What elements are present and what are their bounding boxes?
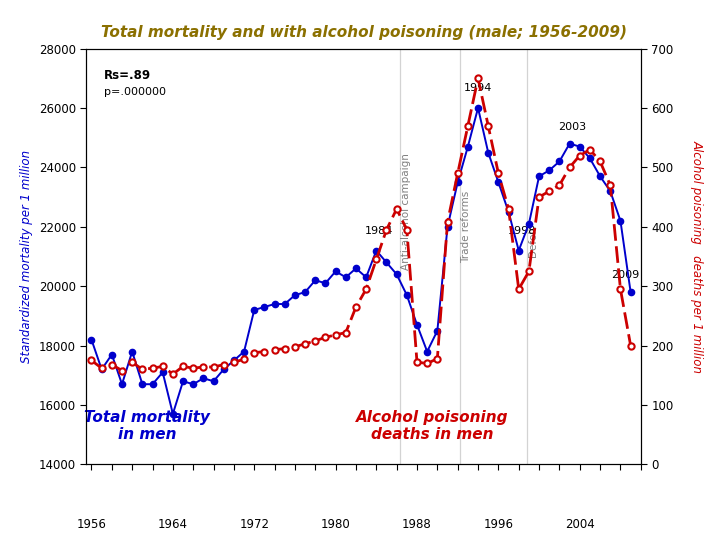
Text: 1964: 1964 xyxy=(158,518,188,531)
Text: Alcohol poisoning
deaths in men: Alcohol poisoning deaths in men xyxy=(356,409,508,442)
Text: 1996: 1996 xyxy=(483,518,513,531)
Text: 2003: 2003 xyxy=(559,122,587,132)
Text: 1998: 1998 xyxy=(508,226,536,235)
Text: Anti-alcohol campaign: Anti-alcohol campaign xyxy=(401,153,411,271)
Text: Total mortality
in men: Total mortality in men xyxy=(84,409,210,442)
Text: 1956: 1956 xyxy=(76,518,107,531)
Text: 1988: 1988 xyxy=(402,518,432,531)
Y-axis label: Standardized mortality per 1 million: Standardized mortality per 1 million xyxy=(20,150,33,363)
Text: 2009: 2009 xyxy=(611,270,639,280)
Y-axis label: Alcohol poisoning   deaths per 1 million: Alcohol poisoning deaths per 1 million xyxy=(690,140,703,373)
Text: 1994: 1994 xyxy=(464,83,492,93)
Text: Rs=.89: Rs=.89 xyxy=(104,69,150,83)
Text: 1972: 1972 xyxy=(239,518,269,531)
Title: Total mortality and with alcohol poisoning (male; 1956-2009): Total mortality and with alcohol poisoni… xyxy=(101,25,626,40)
Text: p=.000000: p=.000000 xyxy=(104,87,166,97)
Text: 1984: 1984 xyxy=(365,226,394,235)
Text: Trade reforms: Trade reforms xyxy=(462,191,472,263)
Text: 2004: 2004 xyxy=(565,518,595,531)
Text: Defolt: Defolt xyxy=(528,226,539,258)
Text: 1980: 1980 xyxy=(320,518,351,531)
